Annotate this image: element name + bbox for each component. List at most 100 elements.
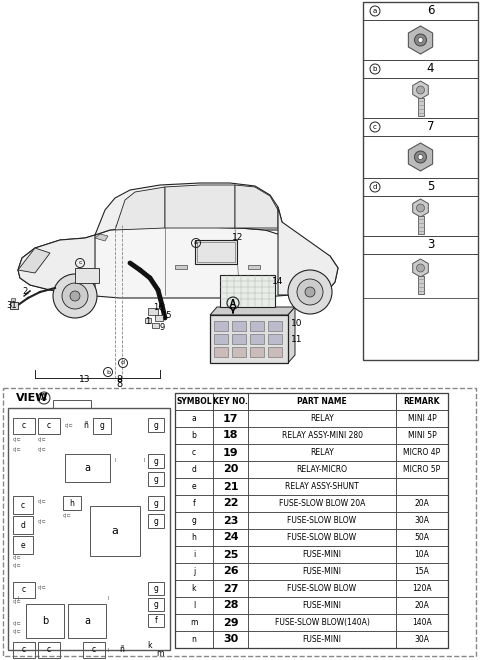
- Text: i: i: [193, 550, 195, 559]
- Text: c: c: [92, 645, 96, 655]
- Text: 30A: 30A: [415, 516, 430, 525]
- Text: 31: 31: [7, 302, 17, 310]
- Bar: [213, 529, 248, 546]
- Text: g: g: [99, 422, 105, 430]
- Polygon shape: [408, 143, 432, 171]
- Text: g: g: [154, 517, 158, 525]
- Text: cj⊂: cj⊂: [38, 498, 47, 504]
- Bar: [195, 240, 237, 264]
- Polygon shape: [288, 307, 295, 363]
- Text: 20A: 20A: [415, 601, 430, 610]
- Bar: [418, 98, 423, 116]
- Text: b: b: [106, 370, 110, 374]
- Bar: [396, 580, 448, 597]
- Text: I: I: [114, 459, 116, 463]
- Bar: [363, 118, 478, 136]
- Text: ñ: ñ: [120, 645, 124, 655]
- Bar: [175, 444, 213, 461]
- Text: f: f: [155, 616, 157, 625]
- Text: c: c: [47, 422, 51, 430]
- Text: c: c: [78, 261, 82, 265]
- Bar: [63, 496, 81, 510]
- Text: a: a: [192, 414, 196, 423]
- Polygon shape: [165, 185, 235, 228]
- Bar: [248, 444, 396, 461]
- Text: cj⊂: cj⊂: [38, 438, 47, 442]
- Bar: [175, 512, 213, 529]
- Text: 25: 25: [223, 550, 238, 560]
- Bar: [213, 495, 248, 512]
- Text: cj⊂: cj⊂: [13, 447, 22, 451]
- Bar: [38, 642, 60, 658]
- Text: a: a: [111, 526, 119, 536]
- Text: FUSE-MINI: FUSE-MINI: [302, 601, 341, 610]
- Text: MINI 5P: MINI 5P: [408, 431, 436, 440]
- Circle shape: [297, 279, 323, 305]
- Text: FUSE-MINI: FUSE-MINI: [302, 567, 341, 576]
- Bar: [213, 478, 248, 495]
- Text: c: c: [22, 645, 26, 655]
- Circle shape: [288, 270, 332, 314]
- Bar: [248, 478, 396, 495]
- Bar: [175, 614, 213, 631]
- Circle shape: [418, 38, 423, 42]
- Text: 27: 27: [223, 583, 238, 593]
- Bar: [93, 418, 111, 434]
- Text: m: m: [156, 649, 164, 659]
- Bar: [13, 582, 35, 598]
- Bar: [248, 580, 396, 597]
- Text: l: l: [193, 601, 195, 610]
- Bar: [175, 597, 213, 614]
- Bar: [396, 444, 448, 461]
- Bar: [13, 536, 33, 554]
- Text: b: b: [373, 66, 377, 72]
- Text: c: c: [22, 422, 26, 430]
- Text: cj⊂: cj⊂: [13, 564, 22, 568]
- Text: 15A: 15A: [415, 567, 430, 576]
- Bar: [148, 454, 164, 468]
- Polygon shape: [278, 207, 338, 295]
- Text: 30: 30: [223, 634, 238, 645]
- Bar: [250, 347, 264, 357]
- Bar: [248, 461, 396, 478]
- Text: 8: 8: [116, 376, 122, 385]
- Circle shape: [418, 154, 423, 160]
- Text: 12: 12: [232, 232, 244, 242]
- Bar: [363, 2, 478, 360]
- Text: 28: 28: [223, 601, 238, 610]
- Bar: [248, 614, 396, 631]
- Text: RELAY: RELAY: [310, 414, 334, 423]
- Text: KEY NO.: KEY NO.: [213, 397, 248, 406]
- Text: A: A: [41, 393, 47, 403]
- Text: 120A: 120A: [412, 584, 432, 593]
- Bar: [148, 598, 164, 611]
- Bar: [396, 512, 448, 529]
- Circle shape: [417, 86, 424, 94]
- Bar: [248, 410, 396, 427]
- Polygon shape: [413, 259, 428, 277]
- Bar: [148, 582, 164, 595]
- Bar: [65, 454, 110, 482]
- Text: 22: 22: [223, 498, 238, 508]
- Bar: [396, 495, 448, 512]
- Bar: [10, 302, 18, 309]
- Bar: [213, 461, 248, 478]
- Text: RELAY: RELAY: [310, 448, 334, 457]
- Text: I: I: [17, 597, 19, 601]
- Bar: [248, 597, 396, 614]
- Text: ñ: ñ: [84, 422, 88, 430]
- Bar: [175, 529, 213, 546]
- Bar: [363, 2, 478, 20]
- Bar: [75, 268, 99, 283]
- Bar: [396, 478, 448, 495]
- Bar: [175, 580, 213, 597]
- Bar: [148, 496, 164, 510]
- Text: b: b: [192, 431, 196, 440]
- Text: VIEW: VIEW: [16, 393, 48, 403]
- Text: 26: 26: [223, 566, 238, 576]
- Text: PART NAME: PART NAME: [297, 397, 347, 406]
- Text: 2: 2: [23, 286, 28, 296]
- Bar: [248, 529, 396, 546]
- Bar: [268, 347, 282, 357]
- Text: 8: 8: [116, 379, 122, 389]
